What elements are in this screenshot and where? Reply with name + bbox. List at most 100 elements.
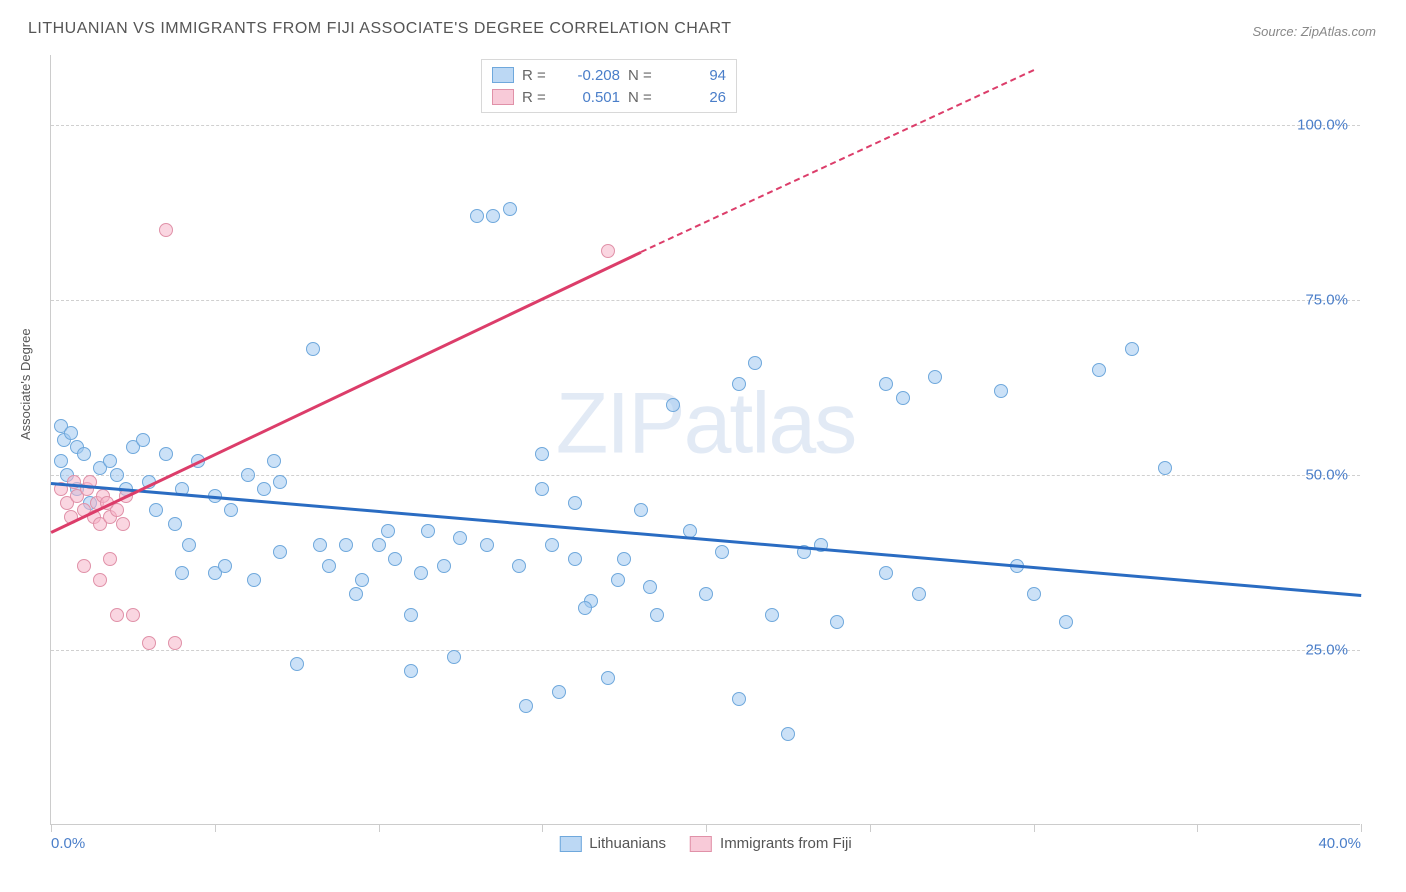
data-point <box>486 209 500 223</box>
data-point <box>110 608 124 622</box>
data-point <box>77 447 91 461</box>
data-point <box>568 552 582 566</box>
data-point <box>896 391 910 405</box>
data-point <box>110 468 124 482</box>
data-point <box>322 559 336 573</box>
x-tick <box>870 824 871 832</box>
data-point <box>470 209 484 223</box>
data-point <box>273 545 287 559</box>
data-point <box>159 223 173 237</box>
swatch-pink-icon <box>690 836 712 852</box>
data-point <box>381 524 395 538</box>
correlation-legend: R = -0.208 N = 94 R = 0.501 N = 26 <box>481 59 737 113</box>
legend-item-lithuanians: Lithuanians <box>559 835 666 852</box>
data-point <box>182 538 196 552</box>
data-point <box>765 608 779 622</box>
n-label: N = <box>628 89 658 106</box>
n-value-pink: 26 <box>666 89 726 106</box>
data-point <box>634 503 648 517</box>
data-point <box>241 468 255 482</box>
y-tick-label: 50.0% <box>1305 467 1348 484</box>
x-tick <box>1197 824 1198 832</box>
data-point <box>218 559 232 573</box>
data-point <box>414 566 428 580</box>
scatter-plot: ZIPatlas R = -0.208 N = 94 R = 0.501 N =… <box>50 55 1360 825</box>
data-point <box>168 517 182 531</box>
x-tick-label: 40.0% <box>1318 835 1361 852</box>
data-point <box>103 454 117 468</box>
data-point <box>748 356 762 370</box>
x-tick <box>1034 824 1035 832</box>
n-label: N = <box>628 67 658 84</box>
series-legend: Lithuanians Immigrants from Fiji <box>559 835 851 852</box>
data-point <box>879 566 893 580</box>
data-point <box>480 538 494 552</box>
legend-label: Lithuanians <box>589 835 666 852</box>
data-point <box>224 503 238 517</box>
data-point <box>535 482 549 496</box>
x-tick <box>379 824 380 832</box>
legend-item-fiji: Immigrants from Fiji <box>690 835 852 852</box>
y-tick-label: 100.0% <box>1297 117 1348 134</box>
data-point <box>601 671 615 685</box>
data-point <box>257 482 271 496</box>
data-point <box>715 545 729 559</box>
y-tick-label: 75.0% <box>1305 292 1348 309</box>
gridline <box>51 300 1360 301</box>
legend-row-pink: R = 0.501 N = 26 <box>492 86 726 108</box>
data-point <box>1125 342 1139 356</box>
data-point <box>116 517 130 531</box>
legend-label: Immigrants from Fiji <box>720 835 852 852</box>
data-point <box>519 699 533 713</box>
data-point <box>290 657 304 671</box>
data-point <box>267 454 281 468</box>
data-point <box>404 664 418 678</box>
gridline <box>51 125 1360 126</box>
data-point <box>77 559 91 573</box>
data-point <box>142 636 156 650</box>
x-tick <box>542 824 543 832</box>
data-point <box>54 454 68 468</box>
x-tick <box>51 824 52 832</box>
data-point <box>404 608 418 622</box>
data-point <box>175 566 189 580</box>
data-point <box>912 587 926 601</box>
data-point <box>732 377 746 391</box>
data-point <box>126 608 140 622</box>
r-value-pink: 0.501 <box>560 89 620 106</box>
data-point <box>349 587 363 601</box>
x-tick-label: 0.0% <box>51 835 85 852</box>
data-point <box>313 538 327 552</box>
data-point <box>103 552 117 566</box>
data-point <box>617 552 631 566</box>
swatch-pink-icon <box>492 89 514 105</box>
x-tick <box>706 824 707 832</box>
data-point <box>994 384 1008 398</box>
source-label: Source: ZipAtlas.com <box>1252 24 1376 39</box>
data-point <box>355 573 369 587</box>
y-axis-label: Associate's Degree <box>18 328 33 440</box>
data-point <box>545 538 559 552</box>
data-point <box>64 426 78 440</box>
data-point <box>535 447 549 461</box>
data-point <box>247 573 261 587</box>
data-point <box>273 475 287 489</box>
data-point <box>568 496 582 510</box>
n-value-blue: 94 <box>666 67 726 84</box>
data-point <box>830 615 844 629</box>
data-point <box>93 573 107 587</box>
data-point <box>650 608 664 622</box>
data-point <box>453 531 467 545</box>
data-point <box>1158 461 1172 475</box>
data-point <box>512 559 526 573</box>
data-point <box>552 685 566 699</box>
data-point <box>578 601 592 615</box>
data-point <box>149 503 163 517</box>
data-point <box>447 650 461 664</box>
r-label: R = <box>522 67 552 84</box>
swatch-blue-icon <box>559 836 581 852</box>
data-point <box>732 692 746 706</box>
data-point <box>699 587 713 601</box>
data-point <box>781 727 795 741</box>
gridline <box>51 650 1360 651</box>
